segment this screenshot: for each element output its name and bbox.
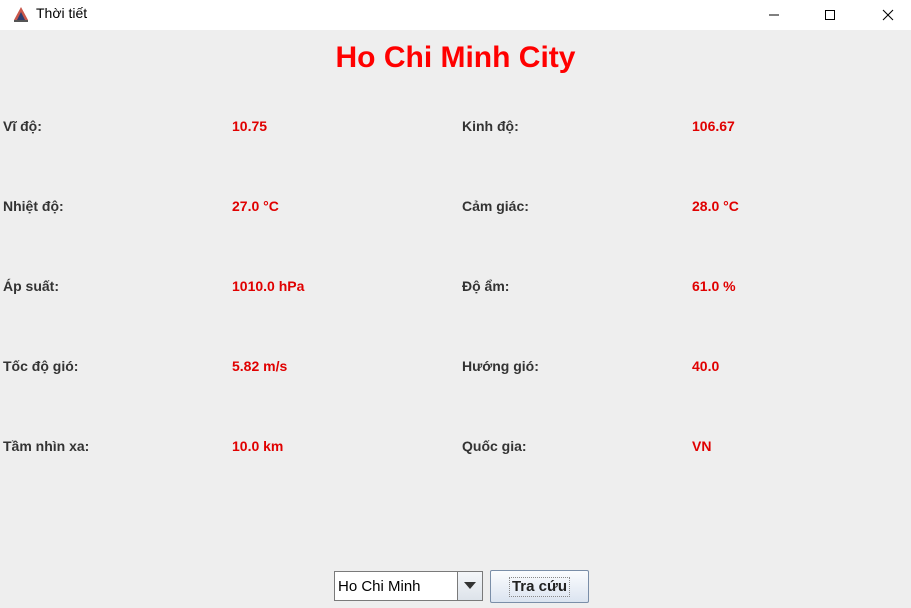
maximize-icon — [825, 10, 835, 20]
city-select[interactable]: Ho Chi Minh — [334, 571, 483, 601]
chevron-down-icon — [464, 582, 476, 589]
close-button[interactable] — [865, 0, 911, 30]
pressure-label: Áp suất: — [3, 278, 59, 294]
visibility-label: Tầm nhìn xa: — [3, 438, 90, 454]
country-label: Quốc gia: — [462, 438, 527, 454]
wind-speed-label: Tốc độ gió: — [3, 358, 79, 374]
lookup-button-label: Tra cứu — [508, 576, 571, 597]
visibility-value: 10.0 km — [232, 438, 284, 454]
city-select-arrow[interactable] — [457, 572, 482, 600]
close-icon — [882, 9, 894, 21]
country-value: VN — [692, 438, 712, 454]
wind-direction-label: Hướng gió: — [462, 358, 539, 374]
feels-like-value: 28.0 °C — [692, 198, 739, 214]
latitude-label: Vĩ độ: — [3, 118, 42, 134]
wind-direction-value: 40.0 — [692, 358, 720, 374]
maximize-button[interactable] — [807, 0, 853, 30]
humidity-value: 61.0 % — [692, 278, 736, 294]
latitude-value: 10.75 — [232, 118, 268, 134]
humidity-label: Độ ẩm: — [462, 278, 510, 294]
temperature-label: Nhiệt độ: — [3, 198, 64, 214]
longitude-label: Kinh độ: — [462, 118, 519, 134]
city-select-value: Ho Chi Minh — [338, 578, 421, 595]
city-title: Ho Chi Minh City — [335, 41, 576, 74]
minimize-icon — [769, 14, 779, 16]
title-bar: Thời tiết — [0, 0, 911, 30]
wind-speed-value: 5.82 m/s — [232, 358, 288, 374]
pressure-value: 1010.0 hPa — [232, 278, 305, 294]
window-title: Thời tiết — [36, 5, 88, 21]
feels-like-label: Cảm giác: — [462, 198, 529, 214]
temperature-value: 27.0 °C — [232, 198, 279, 214]
minimize-button[interactable] — [751, 0, 797, 30]
lookup-button[interactable]: Tra cứu — [490, 570, 589, 603]
longitude-value: 106.67 — [692, 118, 735, 134]
java-app-icon — [11, 4, 31, 24]
